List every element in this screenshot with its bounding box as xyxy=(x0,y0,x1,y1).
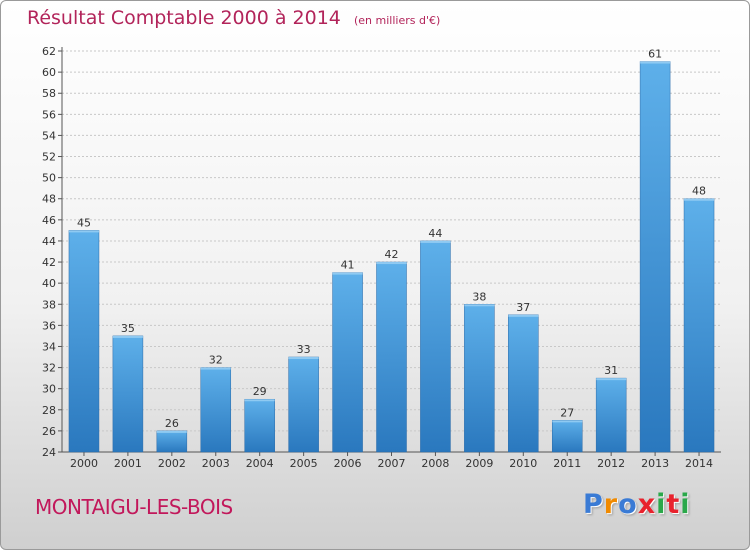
data-label: 29 xyxy=(253,385,267,398)
x-tick-label: 2007 xyxy=(378,457,406,470)
y-tick-label: 50 xyxy=(42,172,56,185)
x-tick-label: 2009 xyxy=(465,457,493,470)
x-tick-label: 2004 xyxy=(246,457,274,470)
bar-2007 xyxy=(376,261,407,453)
chart-title: Résultat Comptable 2000 à 2014 xyxy=(27,7,341,29)
y-tick-label: 48 xyxy=(42,193,56,206)
bar-2009 xyxy=(464,304,495,453)
bar-2005 xyxy=(288,356,319,453)
brand-letter: i xyxy=(680,489,691,520)
brand-letter: t xyxy=(666,489,681,520)
bar-2002 xyxy=(156,430,188,453)
bar-highlight xyxy=(420,240,451,243)
data-label: 32 xyxy=(209,354,223,367)
bar-highlight xyxy=(508,314,539,317)
y-tick-label: 54 xyxy=(42,129,56,142)
x-tick-label: 2005 xyxy=(290,457,318,470)
bar-2004 xyxy=(244,398,275,453)
data-label: 48 xyxy=(692,185,706,198)
bar-highlight xyxy=(552,420,583,423)
y-tick-label: 60 xyxy=(42,66,56,79)
brand-letter: r xyxy=(603,489,619,520)
x-tick-label: 2001 xyxy=(114,457,142,470)
data-label: 31 xyxy=(604,364,618,377)
bar-highlight xyxy=(156,430,187,433)
bar-2003 xyxy=(200,367,232,453)
bar-2014 xyxy=(683,198,715,453)
brand-letter: x xyxy=(637,489,657,520)
data-label: 45 xyxy=(77,216,91,229)
bar-layer xyxy=(68,61,715,453)
x-tick-label: 2011 xyxy=(553,457,581,470)
bar-highlight xyxy=(376,262,407,265)
bar-2006 xyxy=(332,272,363,453)
x-tick-label: 2003 xyxy=(202,457,230,470)
y-tick-label: 44 xyxy=(42,235,56,248)
data-label: 27 xyxy=(560,406,574,419)
bar-highlight xyxy=(596,378,627,381)
data-label: 33 xyxy=(297,343,311,356)
y-tick-label: 58 xyxy=(42,87,56,100)
chart-subtitle: (en milliers d'€) xyxy=(353,14,441,27)
y-tick-label: 56 xyxy=(42,108,56,121)
y-tick-label: 42 xyxy=(42,256,56,269)
bar-highlight xyxy=(112,335,143,338)
bar-highlight xyxy=(244,399,275,402)
x-tick-label: 2012 xyxy=(597,457,625,470)
data-label: 35 xyxy=(121,322,135,335)
data-label: 61 xyxy=(648,48,662,61)
x-tick-label: 2008 xyxy=(421,457,449,470)
data-label: 38 xyxy=(472,290,486,303)
bar-highlight xyxy=(200,367,231,370)
y-tick-label: 40 xyxy=(42,277,56,290)
y-tick-label: 32 xyxy=(42,362,56,375)
label-layer: 45 35 26 32 29 33 41 42 44 38 37 27 31 61 48 xyxy=(77,48,706,430)
x-tick-label: 2014 xyxy=(685,457,713,470)
data-label: 42 xyxy=(385,248,399,261)
y-tick-label: 38 xyxy=(42,298,56,311)
bar-2011 xyxy=(551,420,583,453)
y-tick-label: 46 xyxy=(42,214,56,227)
bar-highlight xyxy=(288,357,319,360)
brand-letter: P xyxy=(583,489,604,520)
y-tick-label: 62 xyxy=(42,45,56,58)
y-tick-label: 30 xyxy=(42,383,56,396)
y-tick-label: 28 xyxy=(42,404,56,417)
bar-highlight xyxy=(68,230,99,233)
bar-2012 xyxy=(595,377,627,453)
bar-highlight xyxy=(640,61,671,64)
bar-2000 xyxy=(68,230,100,453)
bar-highlight xyxy=(684,198,715,201)
y-tick-label: 24 xyxy=(42,446,56,459)
bar-2008 xyxy=(420,240,451,453)
y-tick-label: 52 xyxy=(42,151,56,164)
x-tick-label: 2010 xyxy=(509,457,537,470)
bar-highlight xyxy=(332,272,363,275)
title-row: Résultat Comptable 2000 à 2014 (en milli… xyxy=(27,7,440,29)
y-tick-label: 26 xyxy=(42,425,56,438)
town-name: MONTAIGU-LES-BOIS xyxy=(35,495,233,519)
y-tick-label: 36 xyxy=(42,319,56,332)
x-tick-label: 2000 xyxy=(70,457,98,470)
data-label: 44 xyxy=(428,227,442,240)
x-tick-label: 2006 xyxy=(334,457,362,470)
bar-2001 xyxy=(112,335,144,453)
brand-letter: o xyxy=(618,489,638,520)
y-tick-label: 34 xyxy=(42,340,56,353)
x-tick-label: 2013 xyxy=(641,457,669,470)
data-label: 37 xyxy=(516,301,530,314)
brand-logo: Proxiti xyxy=(583,489,691,520)
bar-2010 xyxy=(508,314,539,453)
x-tick-label: 2002 xyxy=(158,457,186,470)
data-label: 41 xyxy=(341,259,355,272)
bar-highlight xyxy=(464,304,495,307)
data-label: 26 xyxy=(165,417,179,430)
bar-2013 xyxy=(639,61,671,453)
brand-letter: i xyxy=(656,489,667,520)
